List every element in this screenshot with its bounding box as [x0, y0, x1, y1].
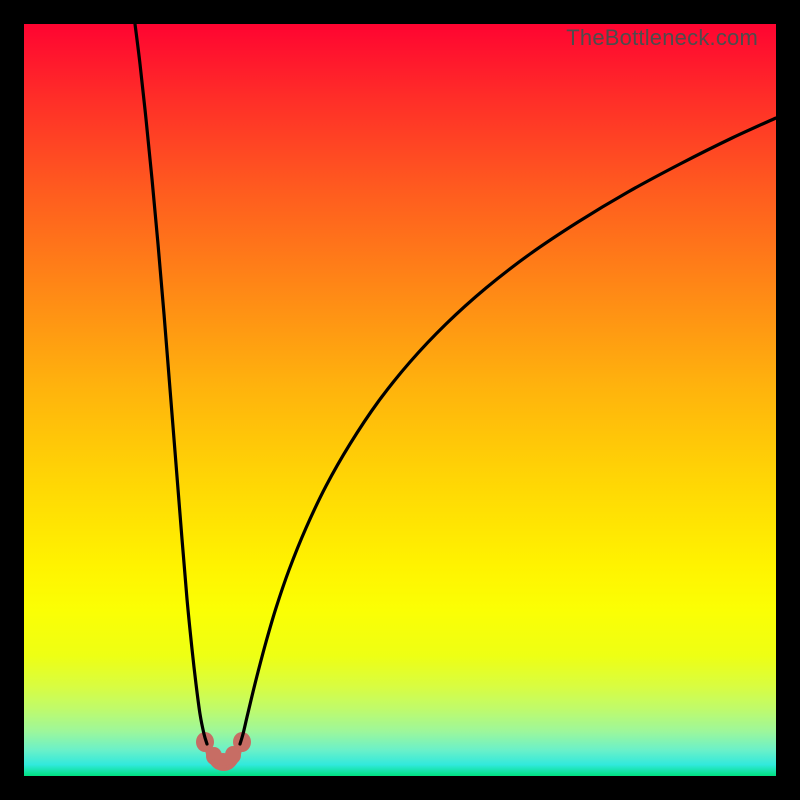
plot-area: [24, 24, 776, 776]
watermark-text: TheBottleneck.com: [566, 25, 758, 51]
curve-layer: [24, 24, 776, 776]
bottleneck-curve-left: [135, 24, 207, 744]
bottleneck-curve-right: [240, 118, 776, 744]
chart-frame: TheBottleneck.com: [0, 0, 800, 800]
